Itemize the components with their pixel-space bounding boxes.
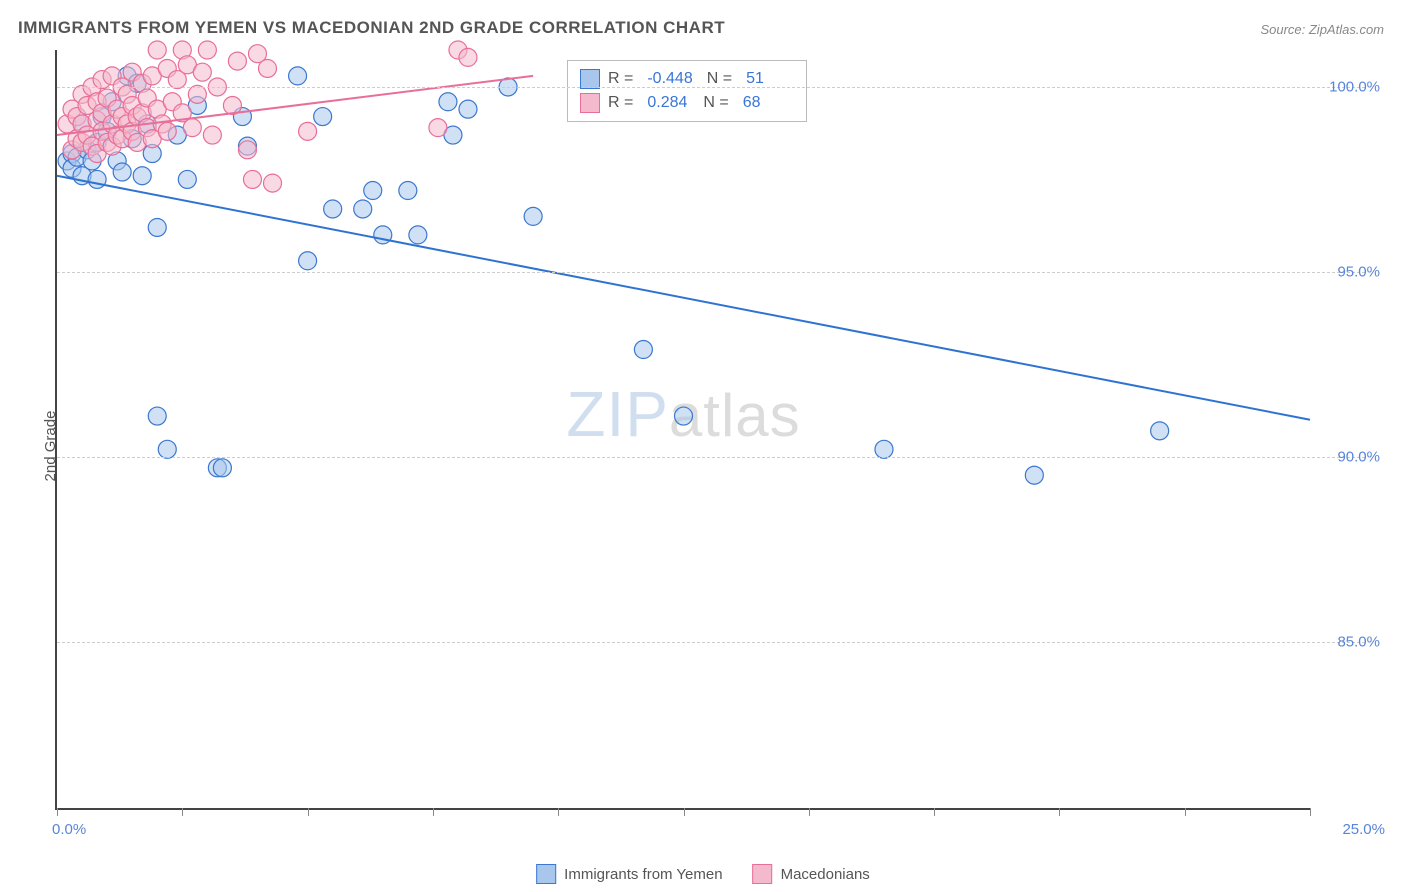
x-tick <box>809 808 810 816</box>
x-tick <box>433 808 434 816</box>
data-point-yemen <box>133 167 151 185</box>
data-point-macedonian <box>228 52 246 70</box>
gridline-h <box>57 272 1365 273</box>
legend-swatch-macedonian <box>753 864 773 884</box>
data-point-macedonian <box>183 119 201 137</box>
data-point-macedonian <box>193 63 211 81</box>
data-point-macedonian <box>259 59 277 77</box>
r-label: R = <box>608 70 633 88</box>
scatter-svg <box>57 50 1310 808</box>
chart-container: IMMIGRANTS FROM YEMEN VS MACEDONIAN 2ND … <box>0 0 1406 892</box>
data-point-macedonian <box>203 126 221 144</box>
r-value-yemen: -0.448 <box>641 70 698 88</box>
x-tick <box>1310 808 1311 816</box>
data-point-yemen <box>875 440 893 458</box>
gridline-h <box>57 457 1365 458</box>
data-point-yemen <box>178 170 196 188</box>
data-point-yemen <box>148 218 166 236</box>
source-label: Source: ZipAtlas.com <box>1260 22 1384 37</box>
data-point-yemen <box>409 226 427 244</box>
correlation-swatch-macedonian <box>580 93 600 113</box>
legend-swatch-yemen <box>536 864 556 884</box>
x-tick <box>182 808 183 816</box>
data-point-macedonian <box>243 170 261 188</box>
legend-bottom: Immigrants from Yemen Macedonians <box>536 864 870 884</box>
x-min-label: 0.0% <box>52 821 86 838</box>
x-tick <box>1059 808 1060 816</box>
data-point-yemen <box>354 200 372 218</box>
legend-item-macedonian: Macedonians <box>753 864 870 884</box>
x-tick <box>934 808 935 816</box>
gridline-h <box>57 87 1365 88</box>
data-point-yemen <box>289 67 307 85</box>
correlation-row-macedonian: R = 0.284 N = 68 <box>580 91 794 115</box>
legend-item-yemen: Immigrants from Yemen <box>536 864 722 884</box>
n-label: N = <box>707 70 732 88</box>
data-point-yemen <box>148 407 166 425</box>
correlation-box: R = -0.448 N = 51 R = 0.284 N = 68 <box>567 60 807 122</box>
data-point-yemen <box>675 407 693 425</box>
legend-label-yemen: Immigrants from Yemen <box>564 866 722 883</box>
data-point-yemen <box>524 207 542 225</box>
n-value-yemen: 51 <box>740 70 794 88</box>
data-point-macedonian <box>429 119 447 137</box>
data-point-macedonian <box>158 122 176 140</box>
x-max-label: 25.0% <box>1342 821 1385 838</box>
x-tick <box>57 808 58 816</box>
plot-area: ZIPatlas R = -0.448 N = 51 R = 0.284 N =… <box>55 50 1310 810</box>
data-point-macedonian <box>299 122 317 140</box>
data-point-yemen <box>399 182 417 200</box>
data-point-yemen <box>314 108 332 126</box>
data-point-yemen <box>1151 422 1169 440</box>
y-tick-label: 90.0% <box>1320 448 1380 465</box>
x-tick <box>308 808 309 816</box>
data-point-macedonian <box>188 85 206 103</box>
y-tick-label: 85.0% <box>1320 633 1380 650</box>
trend-line-yemen <box>57 176 1310 420</box>
data-point-macedonian <box>459 48 477 66</box>
y-tick-label: 100.0% <box>1320 78 1380 95</box>
data-point-yemen <box>113 163 131 181</box>
data-point-yemen <box>634 341 652 359</box>
chart-title: IMMIGRANTS FROM YEMEN VS MACEDONIAN 2ND … <box>18 18 725 38</box>
n-label: N = <box>703 94 728 112</box>
data-point-yemen <box>299 252 317 270</box>
data-point-macedonian <box>238 141 256 159</box>
x-tick <box>684 808 685 816</box>
legend-label-macedonian: Macedonians <box>781 866 870 883</box>
data-point-yemen <box>1025 466 1043 484</box>
data-point-macedonian <box>148 41 166 59</box>
n-value-macedonian: 68 <box>737 94 791 112</box>
gridline-h <box>57 642 1365 643</box>
data-point-macedonian <box>264 174 282 192</box>
y-tick-label: 95.0% <box>1320 263 1380 280</box>
data-point-yemen <box>439 93 457 111</box>
r-label: R = <box>608 94 633 112</box>
data-point-yemen <box>459 100 477 118</box>
data-point-yemen <box>324 200 342 218</box>
data-point-yemen <box>158 440 176 458</box>
data-point-yemen <box>213 459 231 477</box>
data-point-macedonian <box>198 41 216 59</box>
x-tick <box>558 808 559 816</box>
r-value-macedonian: 0.284 <box>641 94 695 112</box>
data-point-yemen <box>364 182 382 200</box>
x-tick <box>1185 808 1186 816</box>
